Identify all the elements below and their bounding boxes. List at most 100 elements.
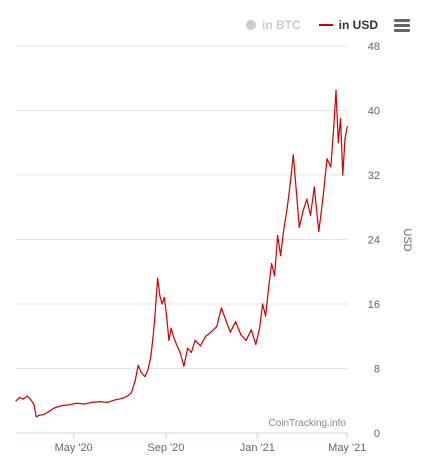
y-tick-label: 24: [368, 235, 380, 247]
usd-data-point: [140, 371, 142, 374]
usd-data-point: [121, 397, 124, 399]
usd-data-point: [43, 413, 45, 416]
usd-data-point: [155, 299, 157, 301]
usd-data-point: [114, 399, 116, 401]
x-tick-label: Jan '21: [240, 442, 275, 454]
x-tick-label: May '20: [55, 442, 93, 454]
usd-data-point: [234, 321, 237, 323]
usd-data-point: [346, 126, 348, 128]
legend-label-btc: in BTC: [262, 18, 301, 32]
usd-data-point: [172, 335, 174, 337]
usd-data-point: [61, 404, 63, 407]
series-layer: [15, 89, 348, 418]
usd-data-point: [210, 331, 212, 333]
usd-data-point: [163, 296, 165, 299]
usd-data-point: [205, 335, 207, 337]
usd-data-point: [302, 210, 304, 212]
usd-data-point: [22, 398, 25, 400]
legend-item-usd[interactable]: in USD: [318, 18, 378, 32]
usd-data-point: [339, 117, 342, 120]
usd-data-point: [159, 295, 161, 297]
axes: 0 8 16 24 32 40 48 May '20 Sep '20 Jan '21 May '21: [16, 41, 380, 454]
usd-data-point: [333, 126, 335, 128]
usd-data-point: [306, 198, 308, 200]
usd-data-point: [309, 214, 312, 216]
usd-data-point: [76, 402, 78, 404]
usd-data-point: [344, 138, 346, 140]
x-tick-label: Sep '20: [147, 442, 184, 454]
usd-data-point: [335, 89, 337, 91]
usd-data-point: [261, 303, 264, 305]
legend-item-btc[interactable]: in BTC: [246, 18, 301, 32]
btc-legend-dot-icon: [246, 20, 256, 30]
usd-data-point: [179, 351, 181, 353]
y-tick-label: 48: [368, 41, 380, 53]
usd-data-point: [267, 287, 270, 289]
usd-data-point: [183, 365, 185, 367]
y-tick-label: 0: [374, 428, 380, 440]
usd-data-point: [68, 404, 70, 406]
usd-data-point: [38, 414, 40, 416]
usd-data-point: [240, 334, 242, 336]
usd-data-point: [298, 226, 300, 229]
usd-data-point: [322, 194, 324, 196]
usd-data-point: [144, 375, 146, 378]
usd-data-point: [313, 186, 315, 188]
usd-data-point: [220, 307, 222, 309]
usd-data-point: [33, 404, 35, 406]
usd-data-point: [134, 379, 136, 382]
usd-data-point: [170, 327, 172, 329]
usd-data-point: [229, 331, 231, 333]
usd-data-point: [245, 339, 247, 341]
usd-data-point: [147, 369, 149, 371]
usd-data-point: [127, 395, 129, 397]
usd-data-point: [276, 234, 279, 237]
usd-data-point: [216, 325, 218, 328]
usd-data-point: [250, 329, 252, 331]
usd-data-point: [15, 400, 17, 402]
usd-data-point: [166, 315, 168, 317]
usd-data-point: [264, 315, 267, 317]
usd-data-point: [289, 182, 291, 184]
usd-data-point: [106, 401, 109, 403]
usd-data-point: [161, 303, 163, 305]
usd-data-point: [130, 392, 133, 394]
usd-data-point: [150, 355, 152, 358]
usd-data-point: [30, 399, 32, 401]
usd-data-point: [26, 395, 28, 397]
usd-data-point: [35, 416, 37, 418]
usd-data-point: [187, 347, 189, 349]
y-tick-label: 8: [374, 364, 380, 376]
credit-watermark: CoinTracking.info: [269, 418, 347, 429]
usd-data-point: [152, 335, 154, 337]
usd-legend-line-icon: [318, 24, 333, 26]
usd-data-point: [330, 166, 332, 168]
usd-data-point: [19, 396, 21, 399]
usd-series-line: [15, 89, 348, 418]
usd-data-point: [190, 351, 192, 353]
usd-data-point: [337, 142, 339, 144]
usd-data-point: [91, 401, 93, 403]
usd-data-point: [154, 319, 156, 321]
usd-data-point: [225, 319, 227, 321]
usd-data-point: [199, 345, 201, 347]
usd-data-point: [175, 343, 177, 345]
usd-data-point: [99, 400, 101, 403]
y-axis-title: USD: [401, 228, 413, 251]
x-tick-label: May '21: [328, 442, 366, 454]
usd-data-point: [318, 230, 320, 233]
usd-data-point: [137, 364, 139, 366]
hamburger-menu-icon[interactable]: [394, 19, 410, 33]
y-tick-label: 16: [368, 299, 380, 311]
usd-data-point: [292, 154, 294, 156]
usd-data-point: [168, 339, 170, 341]
chart-legend: in BTC in USD: [246, 18, 396, 32]
y-tick-label: 40: [368, 106, 380, 118]
usd-data-point: [83, 403, 85, 405]
usd-data-point: [273, 275, 276, 277]
usd-data-point: [295, 190, 297, 192]
usd-data-point: [326, 158, 328, 160]
usd-data-point: [194, 339, 196, 341]
usd-data-point: [255, 343, 257, 345]
